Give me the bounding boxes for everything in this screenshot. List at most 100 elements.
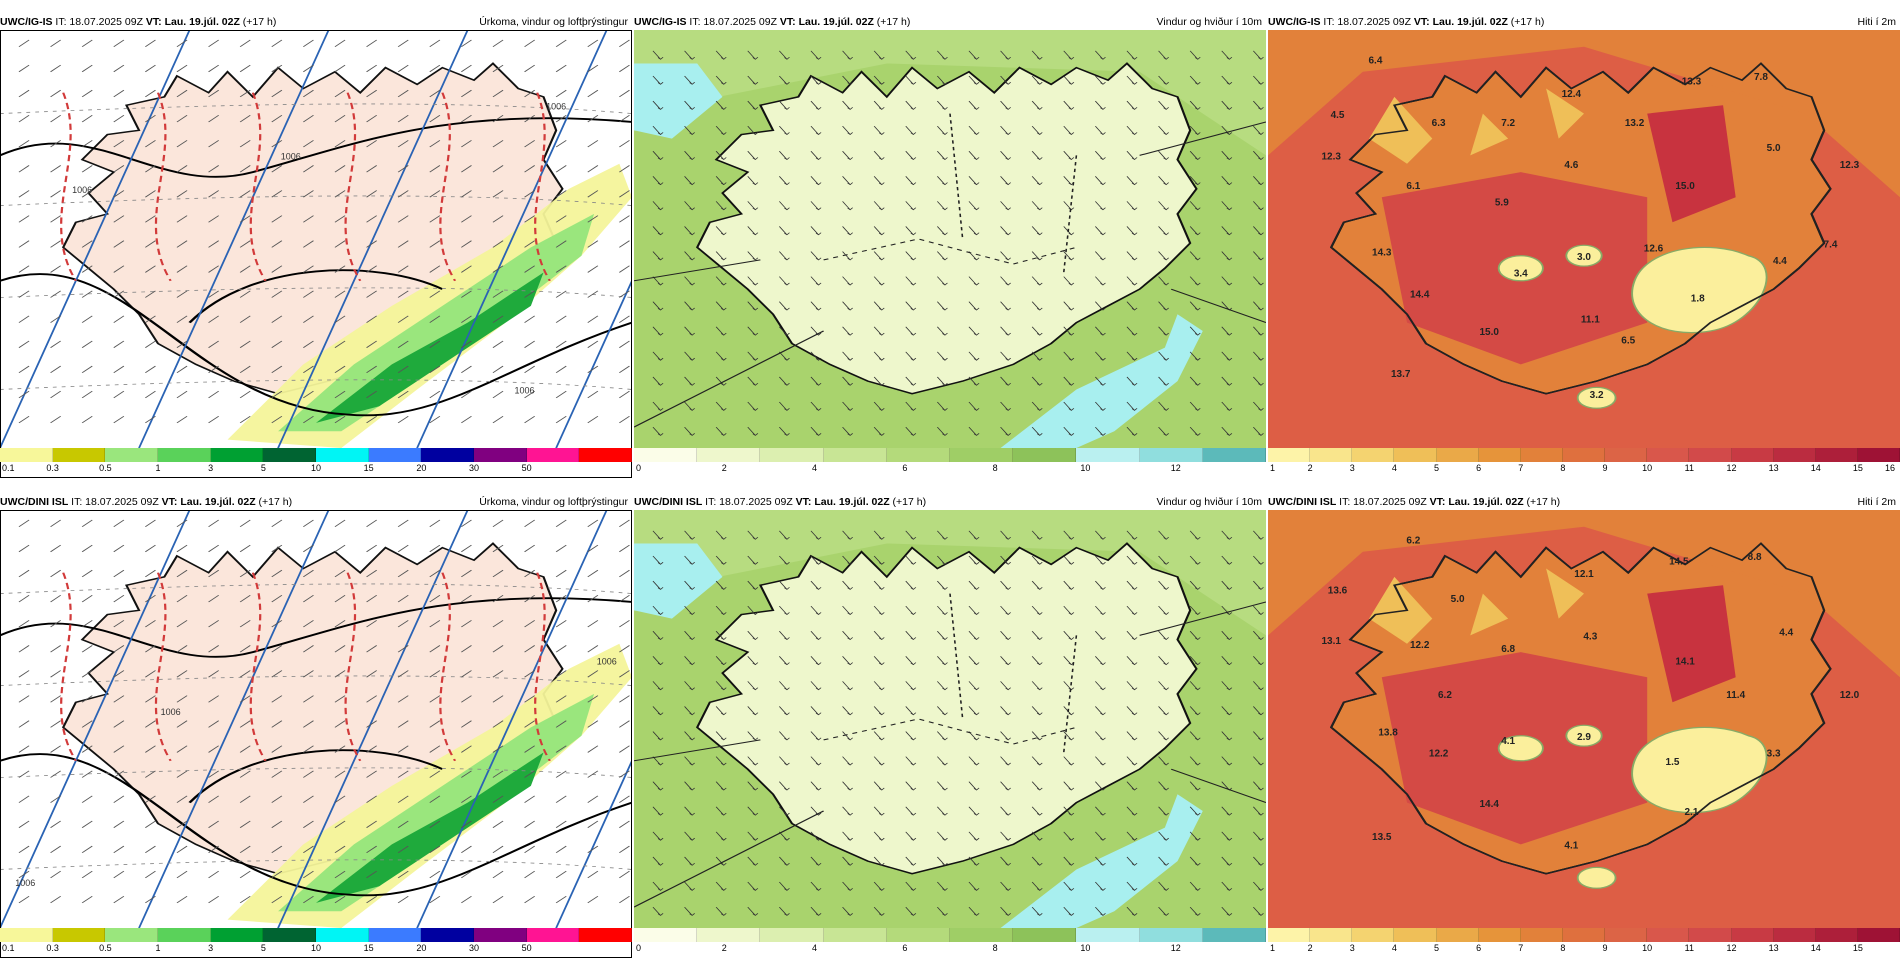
colorbar-swatch bbox=[1478, 448, 1521, 462]
temperature-value-label: 3.4 bbox=[1514, 269, 1528, 280]
colorbar-swatch bbox=[1773, 448, 1816, 462]
temperature-value-label: 7.4 bbox=[1824, 239, 1838, 250]
colorbar-swatch bbox=[105, 448, 159, 462]
colorbar-tick-label: 1 bbox=[155, 463, 161, 473]
temperature-value-label: 6.8 bbox=[1501, 644, 1515, 655]
panel-title: Úrkoma, vindur og loftþrýstingur bbox=[479, 496, 628, 508]
panel-title: Vindur og hviður í 10m bbox=[1156, 496, 1262, 508]
map-area: 6.4 4.5 6.3 12.3 6.1 7.2 12.4 13.2 13.3 7.8 5.0 12.… bbox=[1268, 30, 1900, 448]
panel-header: UWC/DINI ISL IT: 18.07.2025 09Z VT: Lau.… bbox=[1268, 494, 1900, 510]
colorbar-swatch bbox=[1562, 928, 1606, 942]
temperature-value-label: 6.2 bbox=[1406, 535, 1420, 546]
colorbar-tick-label: 5 bbox=[260, 463, 266, 473]
colorbar-swatch bbox=[1352, 448, 1395, 462]
precipitation-map: 1006 1006 1006 1006 bbox=[0, 30, 632, 448]
colorbar-swatch bbox=[1352, 928, 1395, 942]
panel-title: Hiti í 2m bbox=[1857, 16, 1896, 28]
colorbar-ticks: 1 2 3 4 5 6 7 8 9 10 11 12 13 14 15 16 bbox=[1268, 462, 1900, 476]
temperature-value-label: 12.1 bbox=[1574, 569, 1594, 580]
colorbar-swatch bbox=[1689, 928, 1732, 942]
temperature-value-label: 5.0 bbox=[1451, 594, 1465, 605]
colorbar-tick-label: 12 bbox=[1170, 463, 1181, 473]
colorbar-tick-label: 12 bbox=[1726, 943, 1737, 953]
colorbar-tick-label: 4 bbox=[812, 943, 818, 953]
colorbar-tick-label: 13 bbox=[1768, 463, 1779, 473]
colorbar-tick-label: 50 bbox=[521, 463, 532, 473]
forecast-panel-wind: UWC/DINI ISL IT: 18.07.2025 09Z VT: Lau.… bbox=[634, 494, 1267, 960]
isobar-label: 1006 bbox=[515, 386, 535, 396]
colorbar-swatch bbox=[1139, 928, 1203, 942]
temperature-value-label: 3.2 bbox=[1590, 390, 1604, 401]
temperature-value-label: 7.2 bbox=[1501, 118, 1515, 129]
colorbar-swatch bbox=[1647, 448, 1690, 462]
colorbar-swatch bbox=[1562, 448, 1606, 462]
colorbar-tick-label: 10 bbox=[1080, 463, 1091, 473]
lead-time: (+17 h) bbox=[258, 496, 293, 508]
colorbar-swatches bbox=[1268, 928, 1900, 942]
colorbar-swatch bbox=[1202, 448, 1267, 462]
colorbar-swatch bbox=[1202, 928, 1267, 942]
colorbar-swatch bbox=[1857, 928, 1900, 942]
colorbar-swatch bbox=[1076, 448, 1140, 462]
colorbar-swatch bbox=[697, 928, 761, 942]
temperature-value-label: 6.2 bbox=[1438, 690, 1452, 701]
temperature-value-label: 12.3 bbox=[1840, 160, 1860, 171]
temperature-value-label: 14.4 bbox=[1410, 290, 1430, 301]
temperature-value-label: 13.2 bbox=[1625, 118, 1645, 129]
colorbar-swatch bbox=[1139, 448, 1203, 462]
temperature-value-label: 14.4 bbox=[1479, 799, 1499, 810]
temperature-value-label: 13.6 bbox=[1328, 586, 1348, 597]
colorbar-swatch bbox=[1310, 448, 1353, 462]
colorbar-tick-label: 6 bbox=[1476, 463, 1482, 473]
temperature-value-label: 4.6 bbox=[1564, 160, 1578, 171]
panel-header: UWC/DINI ISL IT: 18.07.2025 09Z VT: Lau.… bbox=[634, 494, 1266, 510]
colorbar-swatch bbox=[823, 448, 887, 462]
colorbar-tick-label: 9 bbox=[1602, 943, 1608, 953]
wind-map bbox=[634, 30, 1266, 448]
lead-time: (+17 h) bbox=[1526, 496, 1561, 508]
temperature-value-label: 7.8 bbox=[1754, 72, 1768, 83]
panel-header: UWC/DINI ISL IT: 18.07.2025 09Z VT: Lau.… bbox=[0, 494, 632, 510]
colorbar-swatch bbox=[1520, 928, 1563, 942]
colorbar-legend: 1 2 3 4 5 6 7 8 9 10 11 12 13 14 15 bbox=[1268, 928, 1900, 958]
colorbar-swatch bbox=[421, 928, 475, 942]
colorbar-tick-label: 0.1 bbox=[2, 463, 15, 473]
wind-map bbox=[634, 510, 1266, 928]
valid-time: Lau. 19.júl. 02Z bbox=[814, 496, 890, 508]
colorbar-swatch bbox=[316, 928, 369, 942]
colorbar-tick-label: 15 bbox=[363, 463, 374, 473]
colorbar-swatch bbox=[474, 928, 527, 942]
colorbar-swatch bbox=[1436, 448, 1479, 462]
model-name: UWC/IG-IS bbox=[634, 16, 687, 28]
panel-title: Hiti í 2m bbox=[1857, 496, 1896, 508]
colorbar-tick-label: 7 bbox=[1518, 943, 1524, 953]
colorbar-tick-label: 7 bbox=[1518, 463, 1524, 473]
colorbar-swatch bbox=[697, 448, 761, 462]
colorbar-swatch bbox=[1815, 448, 1858, 462]
colorbar-swatch bbox=[634, 448, 698, 462]
temperature-value-label: 14.1 bbox=[1675, 657, 1695, 668]
colorbar-tick-label: 6 bbox=[1476, 943, 1482, 953]
colorbar-tick-label: 2 bbox=[1307, 943, 1313, 953]
isobar-label: 1006 bbox=[597, 657, 617, 667]
colorbar-legend: 0 2 4 6 8 10 12 bbox=[634, 928, 1267, 958]
valid-time: Lau. 19.júl. 02Z bbox=[180, 496, 256, 508]
map-area: 1006 1006 1006 1006 bbox=[0, 30, 632, 448]
colorbar-swatch bbox=[1310, 928, 1353, 942]
temperature-map: 6.4 4.5 6.3 12.3 6.1 7.2 12.4 13.2 13.3 7.8 5.0 12.… bbox=[1268, 30, 1900, 448]
colorbar-ticks: 0.1 0.3 0.5 1 3 5 10 15 20 30 50 bbox=[0, 462, 632, 476]
panel-header: UWC/IG-IS IT: 18.07.2025 09Z VT: Lau. 19… bbox=[0, 14, 632, 30]
model-name: UWC/DINI ISL bbox=[634, 496, 703, 508]
lead-time: (+17 h) bbox=[876, 16, 911, 28]
temperature-value-label: 4.4 bbox=[1779, 627, 1793, 638]
colorbar-legend: 1 2 3 4 5 6 7 8 9 10 11 12 13 14 15 16 bbox=[1268, 448, 1900, 478]
colorbar-tick-label: 0.3 bbox=[46, 463, 59, 473]
panel-header: UWC/IG-IS IT: 18.07.2025 09Z VT: Lau. 19… bbox=[1268, 14, 1900, 30]
isobar-label: 1006 bbox=[161, 707, 181, 717]
colorbar-tick-label: 9 bbox=[1602, 463, 1608, 473]
forecast-panel-temp: UWC/DINI ISL IT: 18.07.2025 09Z VT: Lau.… bbox=[1268, 494, 1900, 960]
model-name: UWC/DINI ISL bbox=[1268, 496, 1337, 508]
colorbar-tick-label: 14 bbox=[1810, 943, 1821, 953]
colorbar-swatch bbox=[1605, 448, 1648, 462]
valid-time-label: VT: bbox=[795, 496, 812, 508]
